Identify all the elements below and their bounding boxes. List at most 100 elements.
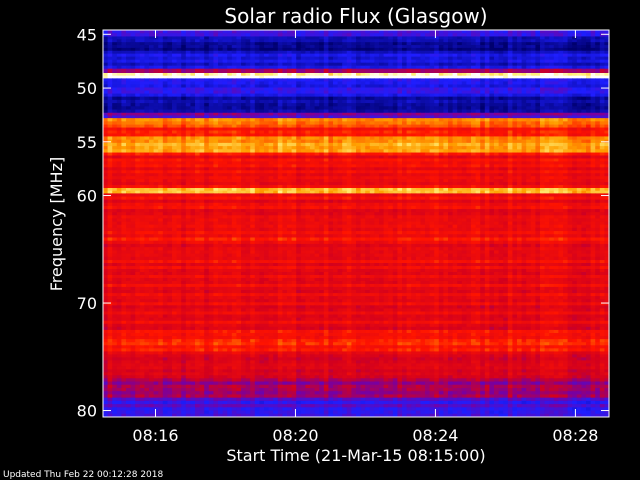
heatmap-cell [112, 87, 118, 91]
heatmap-cell [310, 161, 316, 165]
heatmap-cell [314, 53, 320, 58]
heatmap-cell [314, 78, 320, 82]
heatmap-cell [576, 146, 582, 150]
heatmap-cell [484, 149, 490, 153]
heatmap-cell [549, 124, 555, 128]
heatmap-cell [567, 47, 573, 52]
heatmap-cell [112, 96, 118, 101]
heatmap-cell [241, 127, 247, 131]
heatmap-cell [282, 50, 288, 55]
heatmap-cell [595, 152, 601, 156]
heatmap-cell [604, 96, 610, 101]
heatmap-cell [443, 42, 449, 46]
heatmap-cell [572, 139, 578, 144]
heatmap-cell [388, 130, 394, 134]
heatmap-cell [369, 109, 375, 114]
heatmap-cell [595, 53, 601, 58]
heatmap-cell [291, 152, 297, 156]
heatmap-cell [494, 124, 500, 128]
heatmap-cell [236, 87, 242, 91]
heatmap-cell [310, 121, 316, 125]
heatmap-cell [461, 84, 467, 88]
heatmap-cell [581, 161, 587, 165]
heatmap-cell [185, 146, 191, 150]
heatmap-cell [314, 68, 320, 74]
heatmap-cell [218, 133, 224, 137]
heatmap-cell [498, 142, 504, 147]
heatmap-cell [512, 127, 518, 131]
heatmap-cell [512, 47, 518, 52]
heatmap-cell [126, 158, 132, 162]
heatmap-cell [153, 124, 159, 128]
heatmap-cell [415, 124, 421, 128]
heatmap-cell [300, 161, 306, 165]
heatmap-cell [369, 106, 375, 110]
heatmap-cell [530, 133, 536, 137]
heatmap-cell [360, 158, 366, 162]
heatmap-cell [310, 84, 316, 88]
heatmap-cell [604, 65, 610, 70]
heatmap-cell [360, 30, 366, 34]
heatmap-cell [218, 164, 224, 168]
heatmap-cell [434, 161, 440, 165]
heatmap-cell [185, 73, 191, 77]
heatmap-cell [392, 62, 398, 67]
heatmap-cell [130, 62, 136, 67]
heatmap-cell [475, 65, 481, 70]
heatmap-cell [126, 112, 132, 116]
heatmap-cell [264, 124, 270, 128]
heatmap-cell [144, 152, 150, 156]
heatmap-cell [411, 109, 417, 114]
heatmap-cell [181, 142, 187, 147]
heatmap-cell [507, 136, 513, 141]
heatmap-cell [245, 142, 251, 147]
heatmap-cell [461, 106, 467, 110]
heatmap-cell [103, 167, 109, 171]
heatmap-cell [507, 96, 513, 101]
heatmap-cell [218, 118, 224, 122]
heatmap-cell [351, 109, 357, 114]
heatmap-cell [471, 78, 477, 82]
heatmap-cell [130, 87, 136, 91]
heatmap-cell [107, 155, 113, 159]
heatmap-cell [199, 133, 205, 137]
heatmap-cell [351, 62, 357, 67]
heatmap-cell [549, 90, 555, 95]
heatmap-cell [135, 149, 141, 153]
heatmap-cell [581, 78, 587, 82]
heatmap-cell [512, 99, 518, 104]
heatmap-cell [530, 152, 536, 156]
heatmap-cell [314, 42, 320, 46]
heatmap-cell [498, 112, 504, 116]
heatmap-cell [149, 42, 155, 46]
heatmap-cell [461, 155, 467, 159]
heatmap-cell [415, 136, 421, 141]
heatmap-cell [287, 90, 293, 95]
heatmap-cell [466, 115, 472, 119]
heatmap-cell [507, 84, 513, 88]
heatmap-cell [369, 130, 375, 134]
heatmap-cell [319, 30, 325, 34]
heatmap-cell [425, 56, 431, 61]
heatmap-cell [162, 109, 168, 114]
heatmap-cell [475, 73, 481, 77]
heatmap-cell [264, 42, 270, 46]
heatmap-cell [259, 124, 265, 128]
heatmap-cell [222, 90, 228, 95]
heatmap-cell [176, 152, 182, 156]
heatmap-cell [517, 109, 523, 114]
heatmap-cell [425, 36, 431, 40]
heatmap-cell [503, 124, 509, 128]
heatmap-cell [434, 130, 440, 134]
heatmap-cell [333, 56, 339, 61]
heatmap-cell [328, 149, 334, 153]
heatmap-cell [475, 158, 481, 162]
heatmap-cell [199, 121, 205, 125]
heatmap-cell [356, 99, 362, 104]
heatmap-cell [379, 130, 385, 134]
heatmap-cell [139, 146, 145, 150]
heatmap-cell [254, 56, 260, 61]
heatmap-cell [397, 130, 403, 134]
heatmap-cell [300, 78, 306, 82]
heatmap-cell [374, 33, 380, 37]
